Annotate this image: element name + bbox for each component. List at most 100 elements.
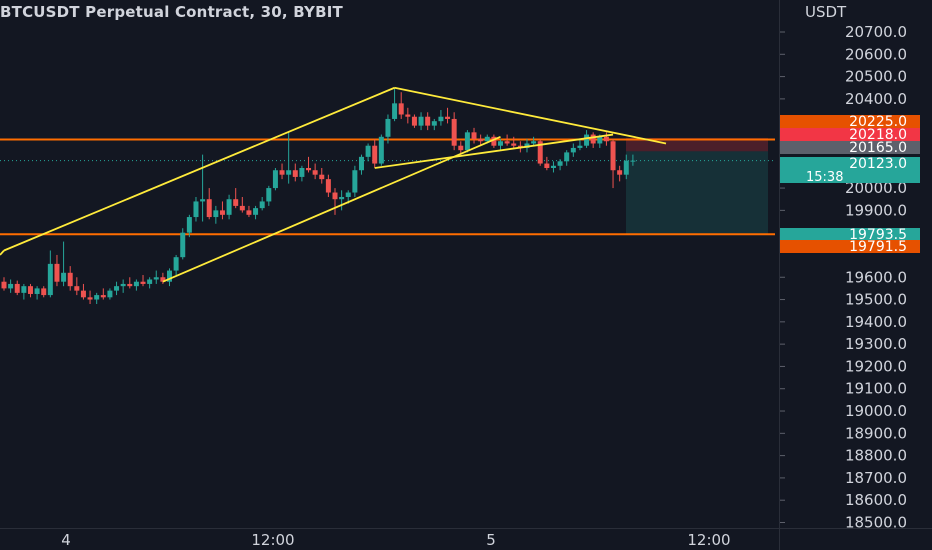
candle-body[interactable]	[584, 134, 590, 146]
candle-body[interactable]	[623, 160, 629, 175]
candle-body[interactable]	[438, 116, 444, 122]
candle-body[interactable]	[306, 168, 312, 171]
candle-body[interactable]	[603, 136, 609, 142]
trendline[interactable]	[3, 86, 395, 252]
candle-body[interactable]	[266, 188, 272, 202]
candle-body[interactable]	[299, 168, 305, 177]
candle-body[interactable]	[378, 136, 384, 164]
candle-body[interactable]	[484, 136, 490, 142]
candle-body[interactable]	[173, 257, 179, 271]
candle-body[interactable]	[259, 201, 265, 209]
candle-body[interactable]	[597, 136, 603, 144]
candle-body[interactable]	[458, 145, 464, 151]
candle-body[interactable]	[87, 297, 93, 300]
candle-body[interactable]	[94, 295, 100, 300]
candle-body[interactable]	[418, 116, 424, 126]
candle-body[interactable]	[325, 179, 331, 193]
candle-body[interactable]	[167, 270, 172, 282]
candle-body[interactable]	[67, 272, 73, 287]
candle-body[interactable]	[630, 160, 636, 162]
candle-body[interactable]	[445, 116, 451, 119]
candle-body[interactable]	[107, 290, 113, 298]
trendline[interactable]	[394, 86, 667, 145]
candle-body[interactable]	[590, 134, 596, 144]
candle-body[interactable]	[153, 277, 159, 280]
candle-body[interactable]	[253, 208, 259, 215]
candle-body[interactable]	[47, 263, 53, 296]
candle-body[interactable]	[74, 286, 80, 291]
candle-body[interactable]	[544, 163, 550, 169]
candle-body[interactable]	[272, 170, 278, 189]
candle-body[interactable]	[54, 263, 60, 282]
candle-body[interactable]	[478, 139, 484, 142]
candle-body[interactable]	[100, 295, 106, 298]
candle-body[interactable]	[398, 103, 404, 115]
candle-body[interactable]	[206, 199, 212, 218]
candle-body[interactable]	[239, 205, 245, 211]
candle-body[interactable]	[471, 132, 477, 140]
candle-body[interactable]	[352, 170, 358, 193]
candle-body[interactable]	[491, 136, 497, 146]
candle-body[interactable]	[193, 201, 199, 218]
candle-body[interactable]	[233, 199, 239, 206]
candle-body[interactable]	[186, 217, 192, 233]
candle-body[interactable]	[385, 118, 391, 137]
candle-body[interactable]	[392, 103, 398, 119]
candle-body[interactable]	[339, 196, 345, 200]
candle-body[interactable]	[464, 132, 470, 151]
candle-body[interactable]	[411, 116, 417, 126]
candle-body[interactable]	[504, 141, 510, 144]
candle-body[interactable]	[319, 174, 325, 180]
candle-body[interactable]	[114, 286, 120, 291]
candle-body[interactable]	[200, 199, 206, 202]
candle-body[interactable]	[1, 281, 7, 289]
trendline[interactable]	[162, 135, 501, 283]
candle-body[interactable]	[358, 156, 364, 171]
candle-body[interactable]	[372, 145, 378, 164]
candle-body[interactable]	[550, 165, 556, 169]
candle-body[interactable]	[120, 283, 126, 287]
candle-body[interactable]	[279, 170, 285, 175]
candle-body[interactable]	[617, 170, 623, 175]
candle-body[interactable]	[147, 279, 153, 284]
candle-body[interactable]	[511, 143, 517, 146]
candle-body[interactable]	[34, 288, 40, 294]
candle-body[interactable]	[557, 161, 563, 166]
candle-body[interactable]	[8, 283, 14, 289]
candle-body[interactable]	[292, 170, 298, 177]
candle-body[interactable]	[246, 210, 252, 215]
trendline[interactable]	[374, 133, 614, 169]
candle-body[interactable]	[133, 281, 139, 287]
candle-body[interactable]	[160, 277, 166, 282]
candle-body[interactable]	[431, 121, 437, 126]
candle-body[interactable]	[345, 192, 351, 197]
candle-body[interactable]	[312, 170, 318, 175]
candle-body[interactable]	[425, 116, 431, 126]
candle-body[interactable]	[41, 288, 47, 296]
candle-body[interactable]	[570, 147, 576, 153]
candle-body[interactable]	[226, 199, 232, 215]
candle-body[interactable]	[21, 286, 27, 293]
candle-body[interactable]	[219, 210, 225, 215]
candle-body[interactable]	[365, 145, 371, 157]
candle-body[interactable]	[286, 170, 292, 175]
candle-body[interactable]	[213, 210, 219, 218]
candle-body[interactable]	[498, 141, 503, 146]
candle-body[interactable]	[577, 145, 583, 148]
candle-body[interactable]	[180, 232, 186, 258]
candle-body[interactable]	[332, 192, 338, 200]
candle-body[interactable]	[80, 290, 86, 298]
candle-body[interactable]	[531, 141, 537, 144]
candle-body[interactable]	[610, 141, 616, 171]
candle-body[interactable]	[451, 118, 457, 146]
candle-body[interactable]	[405, 114, 411, 117]
candle-body[interactable]	[61, 272, 67, 282]
candle-body[interactable]	[27, 286, 33, 294]
candle-body[interactable]	[14, 283, 20, 293]
candle-body[interactable]	[564, 152, 570, 162]
candle-body[interactable]	[537, 141, 543, 164]
candle-body[interactable]	[140, 281, 146, 284]
candle-body[interactable]	[127, 283, 133, 287]
candle-body[interactable]	[524, 143, 530, 148]
